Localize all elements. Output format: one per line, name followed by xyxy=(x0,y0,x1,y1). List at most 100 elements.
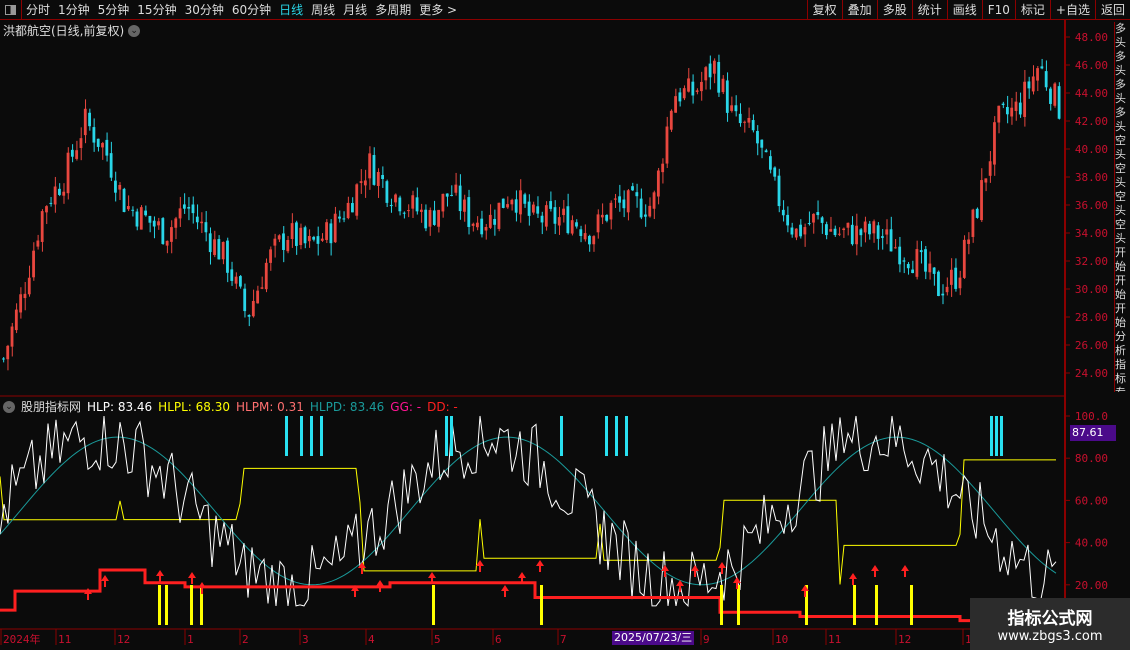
toolbar-button[interactable]: F10 xyxy=(981,0,1015,20)
candle xyxy=(70,149,74,157)
period-tab[interactable]: 60分钟 xyxy=(231,3,272,17)
candle xyxy=(717,62,721,93)
candle xyxy=(579,229,583,236)
candle xyxy=(454,184,458,193)
candle xyxy=(381,175,384,180)
period-tab[interactable]: 月线 xyxy=(343,3,368,17)
time-label: 5 xyxy=(434,633,441,646)
candle xyxy=(937,271,940,296)
time-label: 9 xyxy=(703,633,710,646)
candle xyxy=(493,218,497,225)
buy-arrow-icon xyxy=(428,572,436,584)
candle xyxy=(411,195,415,209)
indicator-name[interactable]: 股朋指标网 xyxy=(21,400,82,414)
candle xyxy=(863,221,867,233)
signal-bar-bottom xyxy=(190,585,193,625)
time-label: 12 xyxy=(898,633,911,646)
candle xyxy=(195,216,199,223)
period-tab[interactable]: 1分钟 xyxy=(58,3,90,17)
candle xyxy=(786,214,790,226)
toolbar-button[interactable]: 统计 xyxy=(911,0,947,20)
period-tab[interactable]: 分时 xyxy=(26,3,51,17)
candle xyxy=(355,184,359,216)
candle xyxy=(881,236,884,238)
candle xyxy=(984,178,988,183)
candle xyxy=(682,88,686,99)
candle xyxy=(6,345,10,360)
candle xyxy=(109,153,113,178)
period-tab[interactable]: 多周期 xyxy=(375,3,412,17)
signal-bar-bottom xyxy=(540,585,543,625)
candle xyxy=(182,204,186,209)
candle xyxy=(273,238,277,246)
candle xyxy=(958,277,962,289)
candle xyxy=(588,235,591,245)
candle xyxy=(359,181,363,183)
period-tab[interactable]: 30分钟 xyxy=(184,3,224,17)
candle xyxy=(204,222,208,233)
cursor-date-label: 2025/07/23/三 xyxy=(612,631,695,645)
candle xyxy=(23,293,27,299)
toolbar-button[interactable]: +自选 xyxy=(1049,0,1095,20)
candle xyxy=(876,225,880,239)
toolbar-button[interactable]: 叠加 xyxy=(841,0,877,20)
period-tab[interactable]: 周线 xyxy=(311,3,336,17)
candle xyxy=(101,143,104,148)
buy-arrow-icon xyxy=(691,565,699,577)
candle xyxy=(200,221,204,224)
candle xyxy=(997,105,1001,123)
candle xyxy=(1014,101,1018,111)
candle xyxy=(674,96,678,113)
candle xyxy=(230,269,234,281)
signal-bar-top xyxy=(450,416,453,456)
buy-arrow-icon xyxy=(376,580,384,592)
candle xyxy=(295,222,298,246)
toolbar-button[interactable]: 多股 xyxy=(876,0,912,20)
candle xyxy=(208,233,212,253)
candle xyxy=(372,155,376,185)
candle xyxy=(799,224,802,237)
candle xyxy=(79,138,83,148)
candle xyxy=(592,236,596,245)
candle xyxy=(226,240,229,273)
watermark-name: 指标公式网 xyxy=(1007,609,1093,629)
indicator-value: HLP: 83.46 xyxy=(87,399,153,414)
toolbar-button[interactable]: 返回 xyxy=(1094,0,1130,20)
time-label: 1 xyxy=(965,633,972,646)
candle xyxy=(872,221,876,234)
sidebar-toggle-button[interactable] xyxy=(0,0,22,20)
candle xyxy=(725,80,729,113)
signal-bar-bottom xyxy=(165,585,168,625)
indicator-value: HLPM: 0.31 xyxy=(236,399,304,414)
toolbar-button[interactable]: 标记 xyxy=(1014,0,1050,20)
period-tab[interactable]: 15分钟 xyxy=(137,3,177,17)
candle xyxy=(618,196,621,203)
chevron-down-icon[interactable]: ⌄ xyxy=(3,400,15,413)
cursor-value-label: 87.61 xyxy=(1070,425,1116,441)
candle xyxy=(187,206,191,209)
candle xyxy=(144,210,148,216)
toolbar-button[interactable]: 复权 xyxy=(806,0,842,20)
candle xyxy=(760,139,764,148)
candle xyxy=(256,290,260,304)
candle xyxy=(613,198,617,200)
candle xyxy=(734,105,738,112)
candle xyxy=(131,209,135,211)
signal-bar-bottom xyxy=(875,585,878,625)
period-tab[interactable]: 5分钟 xyxy=(97,3,130,17)
buy-arrow-icon xyxy=(101,575,109,587)
candle xyxy=(833,228,837,236)
toolbar-button[interactable]: 画线 xyxy=(946,0,982,20)
candle xyxy=(402,212,406,214)
candle xyxy=(777,175,781,207)
candle xyxy=(96,138,100,147)
candle xyxy=(415,197,419,212)
period-tab[interactable]: 更多 > xyxy=(419,3,458,17)
candle xyxy=(419,209,423,212)
chevron-down-icon[interactable]: ⌄ xyxy=(128,24,141,37)
buy-arrow-icon xyxy=(198,582,206,594)
period-tab[interactable]: 日线 xyxy=(279,3,304,17)
candle xyxy=(652,192,656,209)
candle xyxy=(885,229,889,235)
